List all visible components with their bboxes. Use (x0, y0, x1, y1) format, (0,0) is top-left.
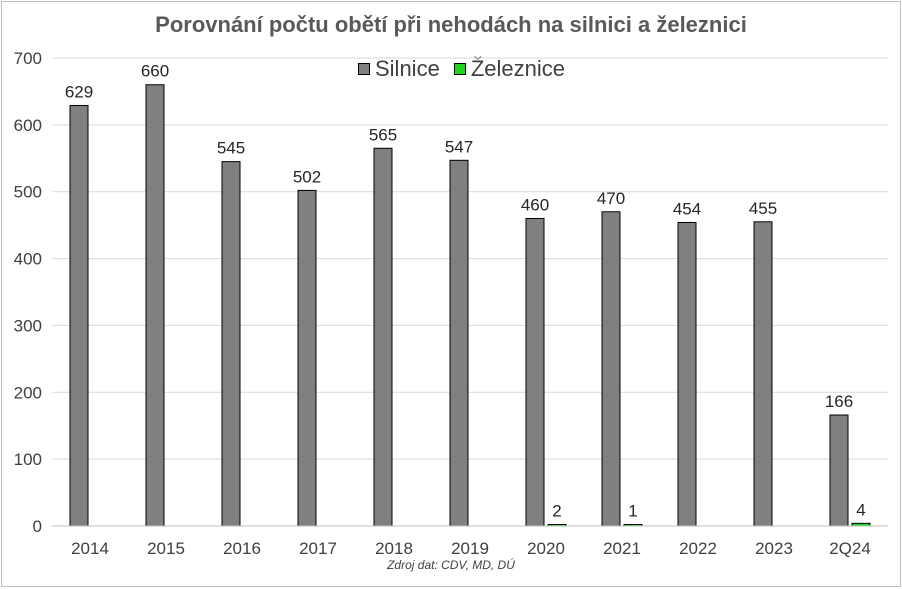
data-label-silnice: 565 (369, 125, 397, 144)
x-tick-label: 2017 (299, 539, 337, 558)
y-tick-label: 500 (14, 183, 42, 202)
y-tick-label: 700 (14, 49, 42, 68)
bar-silnice (601, 211, 621, 527)
x-tick-label: 2022 (679, 539, 717, 558)
data-label-silnice: 166 (825, 392, 853, 411)
x-tick-label: 2018 (375, 539, 413, 558)
data-label-silnice: 660 (141, 62, 169, 81)
x-tick-label: 2020 (527, 539, 565, 558)
x-tick-label: 2021 (603, 539, 641, 558)
bar-silnice (373, 147, 393, 527)
legend-label-silnice: Silnice (375, 56, 440, 81)
x-tick-label: 2Q24 (829, 539, 871, 558)
bar-silnice (145, 84, 165, 527)
y-tick-label: 400 (14, 250, 42, 269)
data-label-silnice: 454 (673, 199, 701, 218)
data-label-zeleznice: 4 (856, 500, 865, 519)
x-tick-label: 2019 (451, 539, 489, 558)
bar-silnice (753, 221, 773, 527)
data-label-silnice: 547 (445, 137, 473, 156)
legend-swatch-silnice (358, 63, 370, 75)
legend-swatch-zeleznice (453, 63, 466, 75)
data-label-silnice: 470 (597, 189, 625, 208)
y-tick-label: 200 (14, 383, 42, 402)
legend-label-zeleznice: Železnice (470, 56, 565, 81)
x-tick-label: 2014 (71, 539, 109, 558)
data-label-silnice: 629 (65, 82, 93, 101)
chart-title: Porovnání počtu obětí při nehodách na si… (155, 12, 747, 37)
y-tick-label: 300 (14, 316, 42, 335)
data-label-zeleznice: 2 (552, 502, 561, 521)
legend-item-zeleznice: Železnice (453, 56, 565, 82)
bar-silnice (829, 414, 849, 527)
x-tick-label: 2023 (755, 539, 793, 558)
bar-silnice (677, 221, 697, 527)
bar-silnice (525, 217, 545, 527)
y-tick-label: 100 (14, 450, 42, 469)
legend-item-silnice: Silnice (358, 56, 440, 82)
bar-silnice (297, 189, 317, 527)
bar-silnice (69, 104, 89, 527)
data-label-silnice: 545 (217, 139, 245, 158)
data-label-silnice: 460 (521, 195, 549, 214)
bar-silnice (221, 161, 241, 527)
source-note: Zdroj dat: CDV, MD, DÚ (387, 558, 515, 572)
y-tick-label: 600 (14, 116, 42, 135)
data-label-zeleznice: 1 (628, 502, 637, 521)
data-label-silnice: 502 (293, 167, 321, 186)
x-tick-label: 2015 (147, 539, 185, 558)
data-label-silnice: 455 (749, 199, 777, 218)
legend: Silnice Železnice (358, 56, 565, 82)
x-tick-label: 2016 (223, 539, 261, 558)
bar-silnice (449, 159, 469, 527)
y-tick-label: 0 (33, 517, 42, 536)
